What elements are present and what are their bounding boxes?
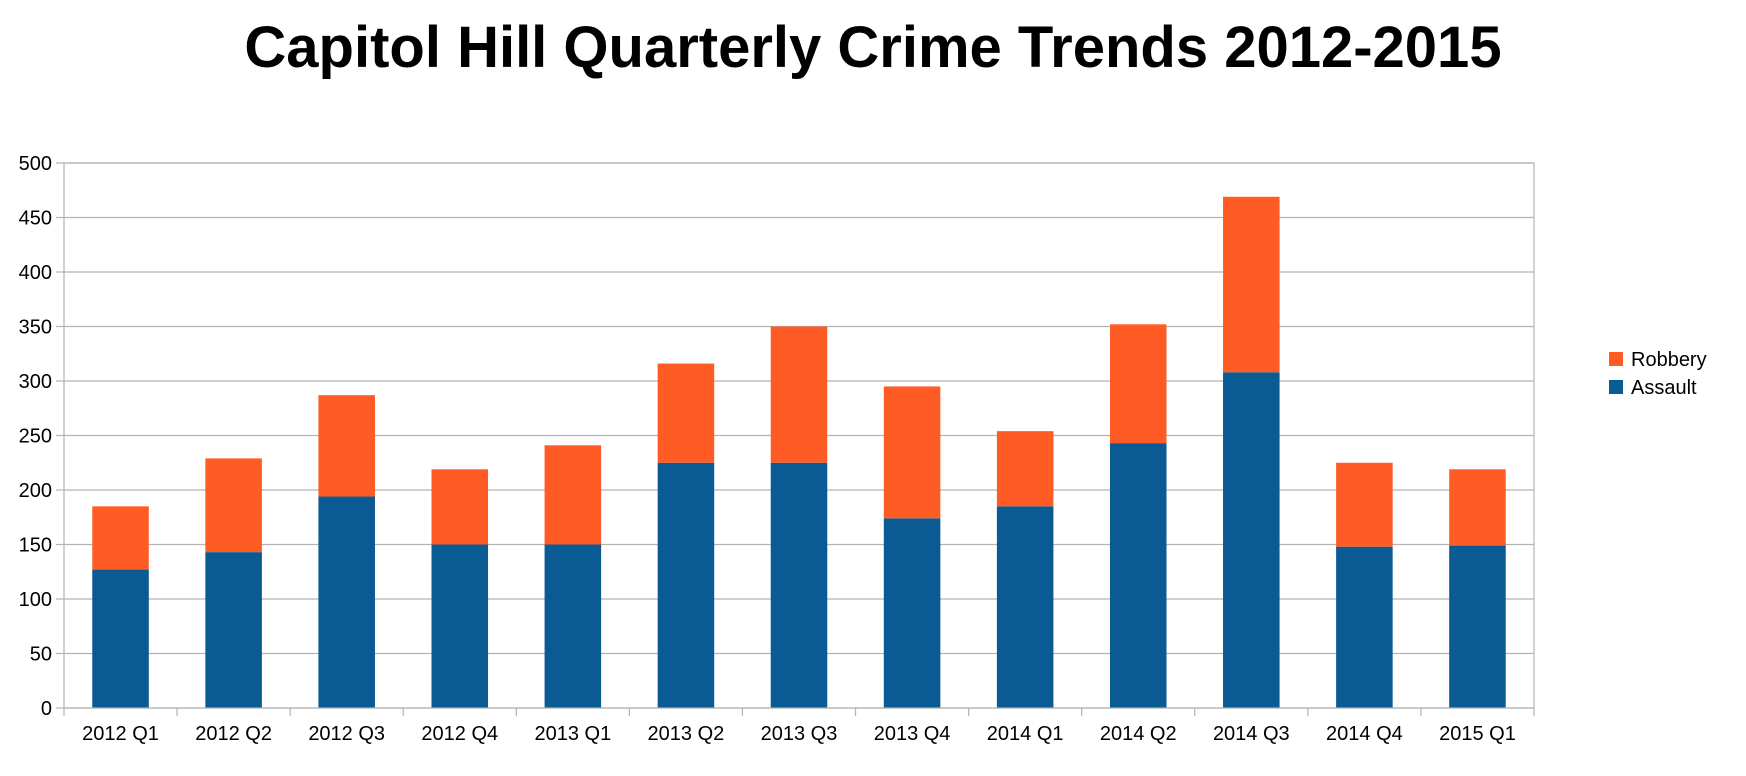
bar-robbery-2012-q2 — [205, 458, 262, 553]
bar-assault-2013-q4 — [883, 518, 941, 708]
axes — [63, 162, 1535, 716]
bar-robbery-2014-q4 — [1336, 462, 1393, 547]
bar-robbery-2013-q2 — [657, 363, 715, 463]
bar-assault-2014-q1 — [996, 506, 1054, 708]
legend-label-assault: Assault — [1631, 377, 1697, 399]
x-tick-label: 2012 Q1 — [82, 723, 159, 745]
legend: Robbery Assault — [1609, 349, 1707, 399]
y-tick-label: 450 — [19, 208, 52, 230]
x-tick-label: 2014 Q3 — [1213, 723, 1290, 745]
x-tick-label: 2013 Q3 — [761, 723, 838, 745]
bar-assault-2013-q3 — [770, 462, 828, 708]
x-tick-label: 2014 Q1 — [987, 723, 1064, 745]
bar-assault-2012-q1 — [92, 569, 149, 708]
legend-label-robbery: Robbery — [1631, 349, 1707, 371]
y-tick-label: 500 — [19, 153, 52, 175]
y-tick-labels: 0 50 100 150 200 250 300 350 400 450 500 — [19, 153, 52, 720]
bar-assault-2013-q1 — [544, 544, 602, 708]
x-tick-label: 2012 Q2 — [195, 723, 272, 745]
bar-assault-2012-q3 — [318, 496, 375, 708]
bar-assault-2015-q1 — [1449, 545, 1506, 708]
y-tick-label: 300 — [19, 371, 52, 393]
bar-robbery-2015-q1 — [1449, 469, 1506, 546]
bar-robbery-2013-q1 — [544, 445, 602, 545]
y-tick-label: 400 — [19, 262, 52, 284]
bar-assault-2014-q2 — [1109, 443, 1167, 708]
bar-robbery-2014-q3 — [1223, 196, 1280, 373]
x-tick-labels: 2012 Q1 2012 Q2 2012 Q3 2012 Q4 2013 Q1 2013 … — [82, 723, 1516, 745]
x-tick-label: 2013 Q1 — [534, 723, 611, 745]
legend-swatch-assault — [1609, 380, 1623, 394]
y-tick-label: 250 — [19, 426, 52, 448]
bar-assault-2014-q4 — [1336, 546, 1393, 708]
x-tick-label: 2012 Q3 — [308, 723, 385, 745]
y-tick-label: 150 — [19, 535, 52, 557]
x-tick-label: 2013 Q2 — [648, 723, 725, 745]
y-tick-label: 50 — [30, 644, 52, 666]
bar-assault-2013-q2 — [657, 462, 715, 708]
plot-frame — [63, 162, 1535, 709]
y-tick-label: 350 — [19, 317, 52, 339]
y-tick-label: 0 — [41, 698, 52, 720]
y-tick-label: 100 — [19, 589, 52, 611]
bar-robbery-2012-q4 — [431, 469, 489, 545]
bar-robbery-2014-q2 — [1109, 324, 1167, 444]
bar-assault-2012-q2 — [205, 552, 262, 708]
x-tick-label: 2014 Q2 — [1100, 723, 1177, 745]
x-tick-label: 2012 Q4 — [421, 723, 498, 745]
bar-robbery-2013-q4 — [883, 386, 941, 519]
y-tick-label: 200 — [19, 480, 52, 502]
x-tick-label: 2014 Q4 — [1326, 723, 1403, 745]
bar-robbery-2013-q3 — [770, 326, 828, 463]
chart-title: Capitol Hill Quarterly Crime Trends 2012… — [244, 15, 1502, 80]
x-tick-label: 2015 Q1 — [1439, 723, 1516, 745]
bars — [92, 196, 1506, 708]
legend-swatch-robbery — [1609, 352, 1623, 366]
bar-robbery-2014-q1 — [996, 431, 1054, 507]
bar-assault-2012-q4 — [431, 544, 489, 708]
x-tick-label: 2013 Q4 — [874, 723, 951, 745]
bar-assault-2014-q3 — [1223, 372, 1280, 708]
bar-robbery-2012-q3 — [318, 395, 375, 497]
bar-robbery-2012-q1 — [92, 506, 149, 570]
